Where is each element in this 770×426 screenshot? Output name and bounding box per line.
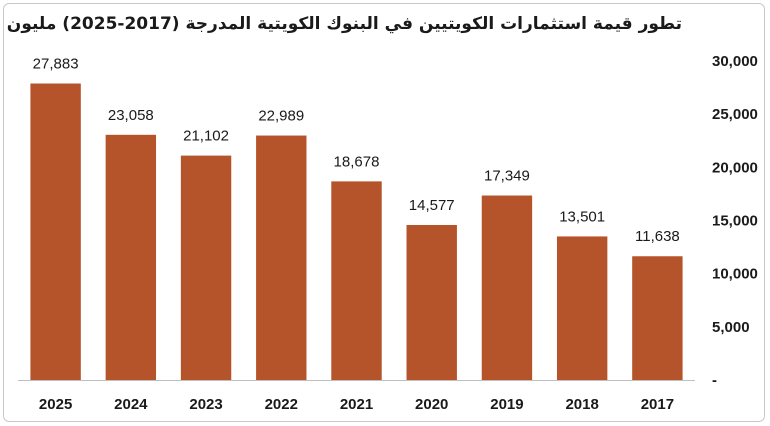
data-label-2019: 17,349: [484, 168, 530, 185]
chart-title: تطور قيمة استثمارات الكويتيين في البنوك …: [0, 14, 682, 34]
data-label-2024: 23,058: [108, 107, 154, 124]
data-label-2023: 21,102: [183, 128, 229, 145]
y-tick-label: 5,000: [712, 319, 750, 336]
data-label-2022: 22,989: [258, 108, 304, 125]
bar-2024: [105, 134, 157, 380]
data-label-2018: 13,501: [559, 208, 605, 225]
y-tick-label: 25,000: [712, 106, 758, 123]
x-axis: 2025 2024 2023 2022 2021 2020 2019 2018 2017: [18, 380, 695, 413]
data-labels-layer: 27,883 23,058 21,102 22,989 18,678 14,577 17,3…: [33, 56, 680, 246]
x-tick-label-2017: 2017: [641, 396, 674, 413]
bar-2018: [556, 236, 608, 380]
y-tick-label: -: [712, 372, 717, 389]
data-label-2020: 14,577: [409, 197, 455, 214]
bar-2025: [30, 83, 81, 380]
x-tick-label-2025: 2025: [39, 396, 72, 413]
y-tick-label: 15,000: [712, 213, 758, 230]
y-tick-label: 10,000: [712, 266, 758, 283]
bars-layer: [30, 83, 683, 380]
y-axis: - 5,000 10,000 15,000 20,000 25,000 30,000: [712, 53, 758, 389]
bar-2019: [481, 195, 533, 380]
x-tick-label-2023: 2023: [189, 396, 222, 413]
x-tick-label-2018: 2018: [565, 396, 598, 413]
x-tick-label-2021: 2021: [340, 396, 373, 413]
x-tick-label-2020: 2020: [415, 396, 448, 413]
data-label-2017: 11,638: [635, 228, 680, 245]
x-tick-label-2024: 2024: [114, 396, 148, 413]
bar-2017: [632, 256, 683, 380]
x-tick-label-2019: 2019: [490, 396, 523, 413]
bar-2020: [406, 224, 457, 380]
bar-2021: [331, 181, 382, 380]
data-label-2025: 27,883: [33, 56, 79, 73]
y-tick-label: 20,000: [712, 159, 758, 176]
data-label-2021: 18,678: [334, 153, 380, 170]
x-tick-label-2022: 2022: [265, 396, 298, 413]
bar-2022: [256, 135, 307, 380]
y-tick-label: 30,000: [712, 53, 758, 70]
bar-2023: [180, 155, 232, 380]
